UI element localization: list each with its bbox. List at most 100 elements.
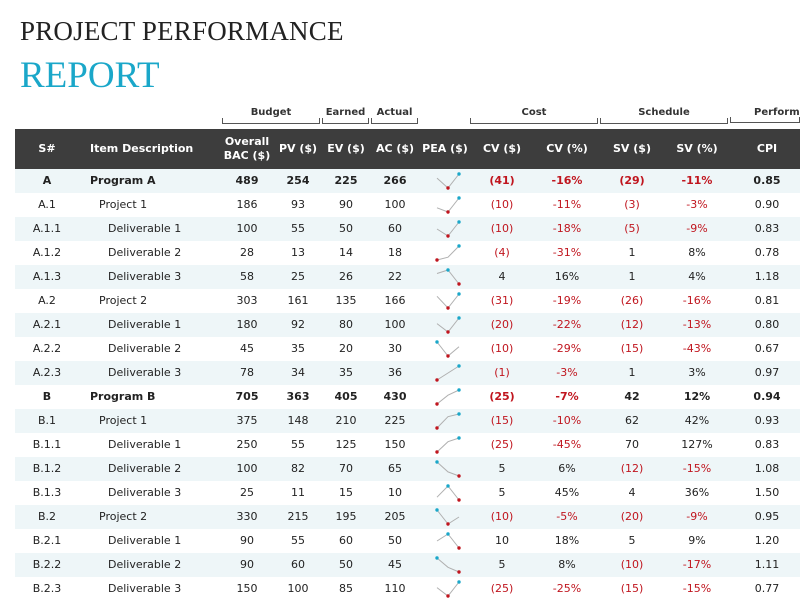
column-header-sn: S#	[38, 142, 56, 155]
cell-sv: (29)	[619, 174, 645, 187]
pea-sparkline-high-point	[435, 340, 439, 344]
table-row: B Program B 705 363 405 430 (25) -7% 42 12% 0.94	[15, 385, 800, 409]
cell-cv: (1)	[494, 366, 510, 379]
cell-ev: 60	[339, 534, 353, 547]
cell-ev: 35	[339, 366, 353, 379]
column-header-bac-line1: Overall	[224, 135, 270, 148]
cell-bac: 100	[236, 462, 258, 475]
cell-cv: (10)	[490, 510, 514, 523]
column-header-sv-percent: SV (%)	[676, 142, 718, 155]
pea-sparkline-high-point	[457, 388, 461, 392]
pea-sparkline	[436, 196, 461, 214]
cell-ev: 15	[339, 486, 353, 499]
cell-pv: 161	[287, 294, 309, 307]
pea-sparkline-high-point	[457, 412, 461, 416]
pea-sparkline	[435, 412, 461, 430]
cell-cpi: 0.83	[754, 222, 780, 235]
cell-cv: (25)	[490, 438, 514, 451]
pea-sparkline-low-point	[457, 546, 461, 550]
table-row: A Program A 489 254 225 266 (41) -16% (29) -11% 0.…	[15, 169, 800, 193]
cell-cv-percent: -31%	[552, 246, 582, 259]
pea-sparkline-line	[436, 581, 460, 597]
cell-ev: 20	[339, 342, 353, 355]
pea-sparkline	[435, 244, 461, 262]
cell-bac: 58	[240, 270, 254, 283]
cell-sv: 70	[625, 438, 639, 451]
pea-sparkline-high-point	[457, 580, 461, 584]
cell-cv-percent: -7%	[555, 390, 579, 403]
cell-cpi: 0.85	[753, 174, 781, 187]
pea-sparkline	[436, 580, 461, 598]
cell-ev: 50	[339, 222, 353, 235]
cell-sv-percent: -17%	[682, 558, 712, 571]
table-header: S# Item Description Overall BAC ($) PV (…	[15, 129, 800, 169]
group-label-performance: Performance	[730, 107, 800, 123]
cell-ac: 205	[384, 510, 406, 523]
cell-pv: 92	[291, 318, 305, 331]
column-header-pea: PEA ($)	[422, 142, 468, 155]
cell-sv: 1	[628, 366, 636, 379]
cell-ev: 225	[334, 174, 358, 187]
pea-sparkline	[435, 364, 461, 382]
cell-cv: (10)	[490, 222, 514, 235]
cell-description: Project 2	[99, 510, 148, 523]
cell-cv-percent: 8%	[558, 558, 576, 571]
cell-pv: 82	[291, 462, 305, 475]
cell-description: Deliverable 2	[108, 246, 182, 259]
cell-cv: (31)	[490, 294, 514, 307]
column-header-bac: Overall BAC ($)	[222, 129, 272, 169]
cell-sv-percent: -15%	[682, 462, 712, 475]
cell-description: Deliverable 3	[108, 270, 182, 283]
table-row: A.1.1 Deliverable 1 100 55 50 60 (10) -18% (5) -9…	[15, 217, 800, 241]
pea-sparkline-line	[436, 485, 460, 501]
cell-sn: B.1.1	[32, 438, 62, 451]
cell-ac: 166	[384, 294, 406, 307]
table-row: B.2.1 Deliverable 1 90 55 60 50 10 18% 5 9% 1.20	[15, 529, 800, 553]
cell-bac: 90	[240, 534, 254, 547]
cell-cpi: 0.80	[754, 318, 780, 331]
pea-sparkline-high-point	[457, 172, 461, 176]
cell-description: Deliverable 1	[108, 318, 182, 331]
table-row: A.1 Project 1 186 93 90 100 (10) -11% (3) -3% 0.90	[15, 193, 800, 217]
cell-pv: 215	[287, 510, 309, 523]
cell-cpi: 0.83	[754, 438, 780, 451]
cell-ac: 430	[383, 390, 407, 403]
table-row: A.1.2 Deliverable 2 28 13 14 18 (4) -31% 1 8% 0.78	[15, 241, 800, 265]
cell-ev: 26	[339, 270, 353, 283]
cell-description: Deliverable 3	[108, 366, 182, 379]
table-body: A Program A 489 254 225 266 (41) -16% (29) -11% 0.…	[15, 169, 800, 600]
cell-sv: (5)	[624, 222, 640, 235]
cell-sv-percent: 3%	[688, 366, 706, 379]
cell-sn: A.1.3	[32, 270, 62, 283]
pea-sparkline-line	[436, 341, 460, 357]
cell-cpi: 0.67	[754, 342, 780, 355]
cell-bac: 330	[236, 510, 258, 523]
cell-cv-percent: -16%	[551, 174, 583, 187]
pea-sparkline-line	[436, 293, 460, 309]
pea-sparkline-high-point	[457, 316, 461, 320]
cell-cv-percent: -25%	[552, 582, 582, 595]
cell-description: Program A	[90, 174, 156, 187]
pea-sparkline-low-point	[435, 378, 439, 382]
column-header-sv: SV ($)	[613, 142, 651, 155]
cell-sv-percent: -9%	[686, 510, 708, 523]
pea-sparkline-low-point	[446, 306, 450, 310]
cell-sn: B.1	[37, 414, 57, 427]
cell-cv-percent: -10%	[552, 414, 582, 427]
cell-ac: 225	[384, 414, 406, 427]
cell-pv: 363	[286, 390, 310, 403]
cell-ev: 135	[335, 294, 357, 307]
cell-ev: 405	[334, 390, 358, 403]
cell-cv: (41)	[489, 174, 515, 187]
cell-sv-percent: -43%	[682, 342, 712, 355]
cell-pv: 100	[287, 582, 309, 595]
cell-pv: 11	[291, 486, 305, 499]
pea-sparkline-line	[436, 173, 460, 189]
cell-ac: 65	[388, 462, 402, 475]
cell-sn: B.1.3	[32, 486, 62, 499]
cell-cpi: 1.08	[754, 462, 780, 475]
cell-description: Deliverable 1	[108, 534, 182, 547]
cell-cv-percent: -18%	[552, 222, 582, 235]
cell-bac: 303	[236, 294, 258, 307]
cell-sv-percent: 127%	[681, 438, 713, 451]
